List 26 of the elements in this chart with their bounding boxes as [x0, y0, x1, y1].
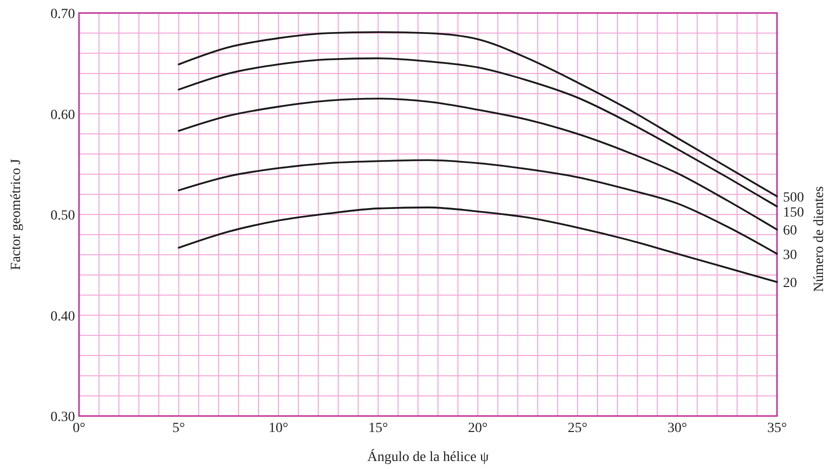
line-series	[178, 31, 778, 198]
y-tick-label: 0.30	[50, 410, 75, 425]
x-tick-label: 15°	[368, 421, 388, 436]
x-tick-label: 5°	[172, 421, 186, 436]
x-tick-label: 35°	[767, 421, 787, 436]
line-series	[178, 159, 778, 255]
line-series	[178, 98, 778, 231]
y-tick-label: 0.60	[50, 108, 75, 123]
x-tick-label: 30°	[667, 421, 688, 436]
y-tick-label: 0.70	[50, 7, 75, 22]
series-label: 60	[783, 224, 797, 239]
series-label: 30	[783, 248, 797, 263]
legend-title: Número de dientes	[812, 186, 827, 292]
x-axis-title: Ángulo de la hélice ψ	[367, 448, 489, 465]
y-axis-title: Factor geométrico J	[9, 158, 24, 270]
x-tick-label: 0°	[72, 421, 86, 436]
series-label: 150	[783, 205, 804, 220]
line-series	[178, 206, 778, 283]
line-series	[178, 57, 778, 208]
y-tick-label: 0.40	[50, 309, 75, 324]
x-tick-label: 25°	[568, 421, 588, 436]
series-label: 20	[783, 276, 797, 292]
series-label: 500	[783, 190, 804, 206]
y-tick-label: 0.50	[50, 208, 75, 224]
x-tick-label: 20°	[468, 421, 488, 436]
x-tick-label: 10°	[268, 421, 288, 436]
